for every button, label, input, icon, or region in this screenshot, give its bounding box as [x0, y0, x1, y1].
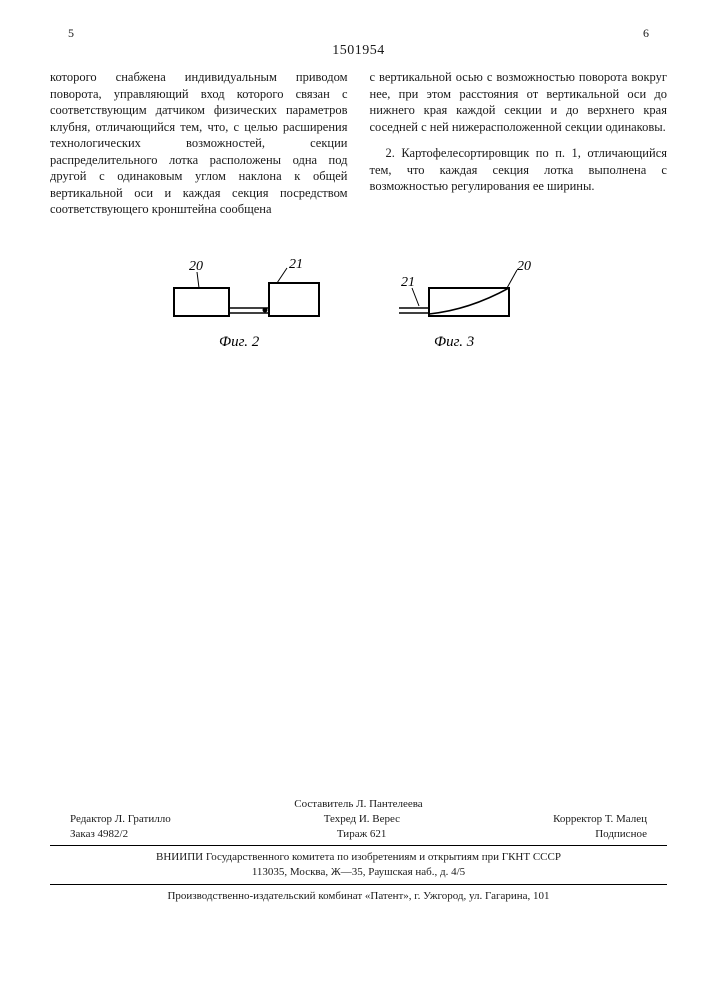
footer-order: Заказ 4982/2	[70, 827, 128, 842]
right-column: с вертикальной осью с возможностью повор…	[370, 69, 668, 218]
footer-tirazh: Тираж 621	[337, 827, 387, 842]
fig2-lead-left	[197, 272, 199, 288]
fig2-caption: Фиг. 2	[219, 334, 260, 350]
colnum-right: 6	[643, 26, 649, 41]
fig2-rect-right	[269, 283, 319, 316]
fig3-caption: Фиг. 3	[434, 334, 474, 350]
left-col-text: которого снабжена индивидуальным приводо…	[50, 69, 348, 218]
fig3-lead-right	[507, 270, 517, 288]
footer-compiler: Составитель Л. Пантелеева	[50, 797, 667, 812]
figures-svg: 20 21 Фиг. 2 21 20 Фиг. 3	[149, 258, 569, 368]
colnum-left: 5	[68, 26, 74, 41]
footer-tech: Техред И. Верес	[324, 812, 400, 827]
footer-editor: Редактор Л. Гратилло	[70, 812, 171, 827]
footer-line2: 113035, Москва, Ж—35, Раушская наб., д. …	[50, 865, 667, 880]
fig2-lead-right	[277, 268, 287, 283]
fig2-dot	[262, 307, 267, 312]
page: 5 6 1501954 которого снабжена индивидуал…	[0, 0, 707, 1000]
fig3-curve	[429, 288, 509, 314]
fig2-rect-left	[174, 288, 229, 316]
right-col-p1: с вертикальной осью с возможностью повор…	[370, 69, 668, 135]
left-column: которого снабжена индивидуальным приводо…	[50, 69, 348, 218]
fig3-label-left: 21	[401, 275, 415, 290]
footer-corrector: Корректор Т. Малец	[553, 812, 647, 827]
footer-line1: ВНИИПИ Государственного комитета по изоб…	[50, 850, 667, 865]
text-columns: которого снабжена индивидуальным приводо…	[50, 69, 667, 218]
footer-line3: Производственно-издательский комбинат «П…	[50, 889, 667, 904]
footer-row-order: Заказ 4982/2 Тираж 621 Подписное	[50, 827, 667, 842]
footer-sub: Подписное	[595, 827, 647, 842]
footer-block: Составитель Л. Пантелеева Редактор Л. Гр…	[50, 797, 667, 904]
document-number: 1501954	[50, 43, 667, 59]
fig3-group: 21 20 Фиг. 3	[399, 259, 531, 350]
footer-rule-2	[50, 884, 667, 885]
fig3-lead-left	[412, 288, 419, 306]
fig2-label-right: 21	[289, 258, 303, 272]
column-numbers: 5 6	[50, 26, 667, 41]
fig2-group: 20 21 Фиг. 2	[174, 258, 319, 350]
footer-rule-1	[50, 845, 667, 846]
fig3-label-right: 20	[517, 259, 531, 274]
fig2-label-left: 20	[189, 259, 203, 274]
footer-row-credits: Редактор Л. Гратилло Техред И. Верес Кор…	[50, 812, 667, 827]
figures-block: 20 21 Фиг. 2 21 20 Фиг. 3	[50, 258, 667, 373]
right-col-p2: 2. Картофелесортировщик по п. 1, отличаю…	[370, 145, 668, 195]
